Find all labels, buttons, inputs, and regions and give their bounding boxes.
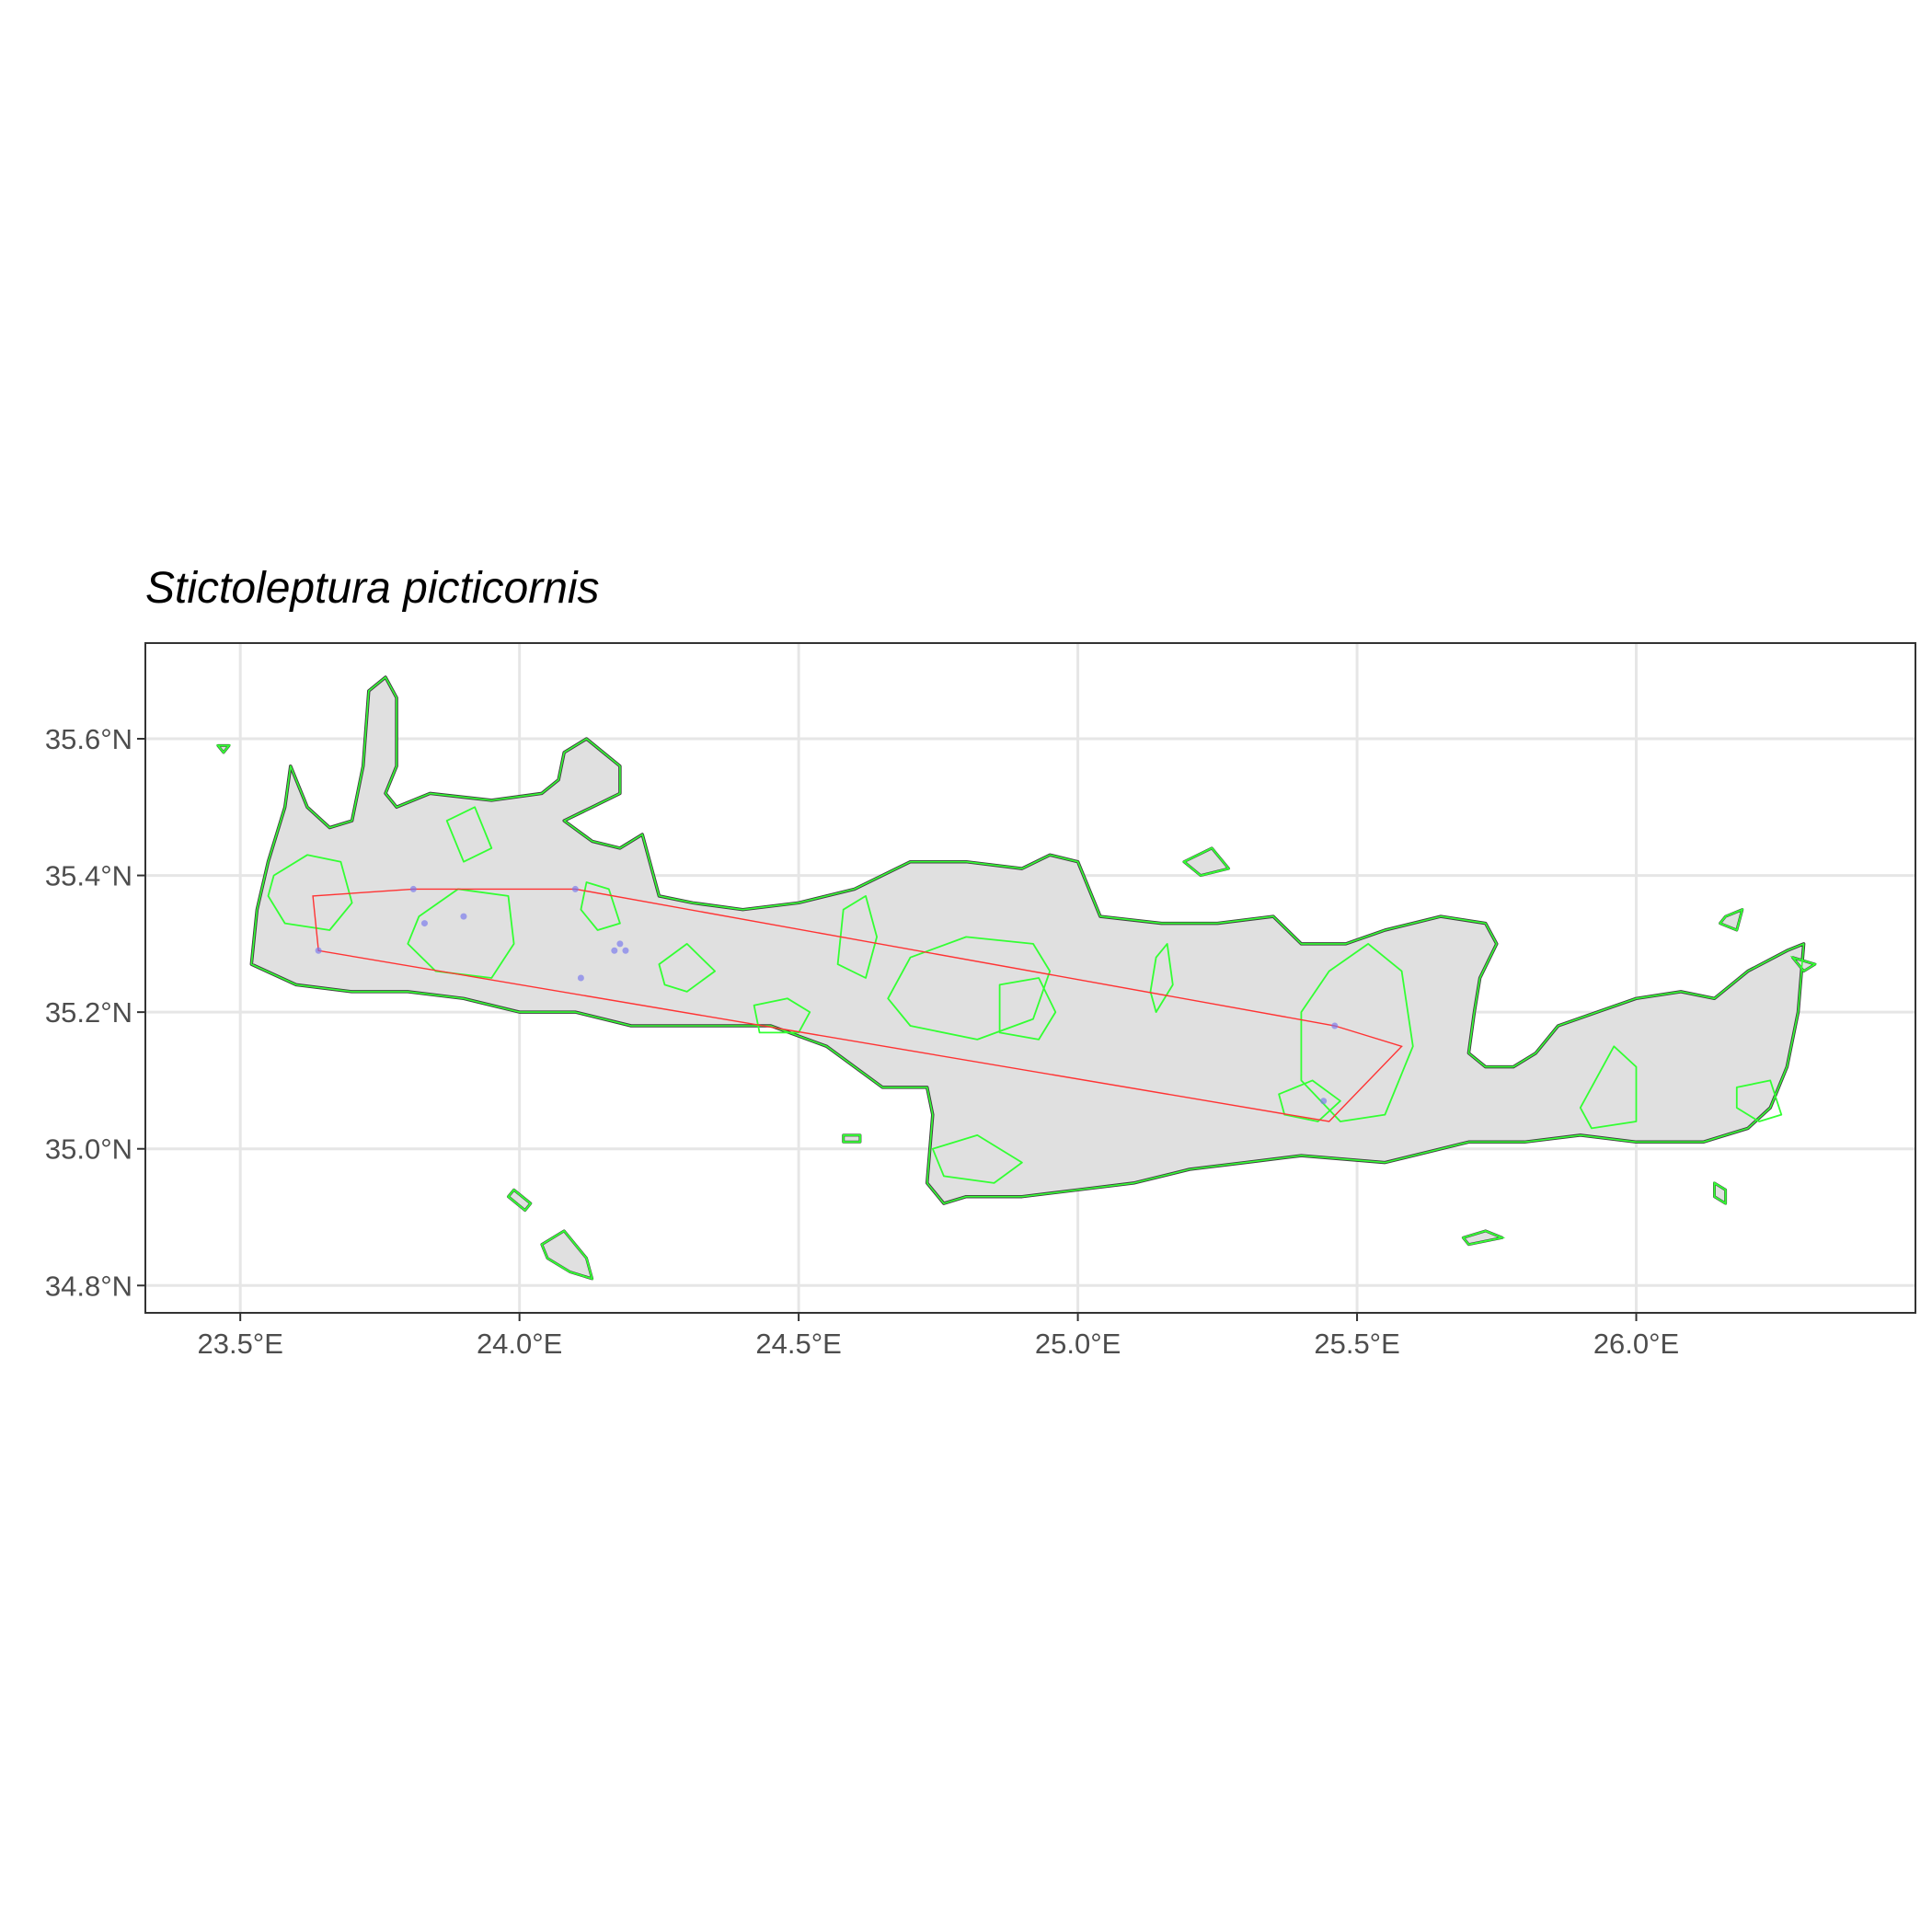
protected-area bbox=[1735, 1079, 1783, 1122]
y-tick-label: 35.2°N bbox=[45, 996, 132, 1029]
islet-protected-outline bbox=[842, 1133, 861, 1144]
protected-area bbox=[580, 881, 621, 931]
islet-protected-outline bbox=[1461, 1229, 1506, 1246]
occurrence-points-layer bbox=[315, 885, 1339, 1105]
axes: 23.5°E 24.0°E 24.5°E 25.0°E 25.5°E 26.0°E 34.8… bbox=[45, 723, 1679, 1360]
occurrence-point bbox=[420, 920, 428, 927]
x-tick-label: 23.5°E bbox=[197, 1328, 282, 1360]
occurrence-point bbox=[616, 940, 624, 948]
protected-area bbox=[407, 888, 515, 979]
crete-island bbox=[249, 675, 1806, 1205]
protected-area bbox=[836, 895, 878, 979]
y-tick-label: 35.0°N bbox=[45, 1133, 132, 1166]
occurrence-point bbox=[460, 913, 467, 920]
range-hull-layer bbox=[312, 888, 1403, 1122]
protected-area bbox=[931, 1134, 1023, 1184]
islet-protected-outline bbox=[1713, 1181, 1727, 1205]
protected-area bbox=[445, 806, 493, 863]
protected-area bbox=[887, 936, 1052, 1041]
protected-area bbox=[1149, 943, 1174, 1013]
y-tick-label: 34.8°N bbox=[45, 1270, 132, 1302]
occurrence-point bbox=[1320, 1098, 1328, 1105]
coastal-protected-area bbox=[250, 676, 1805, 1204]
occurrence-point bbox=[577, 974, 584, 982]
islet-protected-outline bbox=[1789, 955, 1818, 972]
islet bbox=[842, 1133, 862, 1144]
occurrence-point bbox=[409, 885, 417, 892]
protected-area bbox=[1579, 1045, 1638, 1130]
occurrence-point bbox=[611, 947, 618, 954]
protected-area bbox=[658, 943, 716, 993]
x-tick-label: 25.5°E bbox=[1314, 1328, 1399, 1360]
protected-area bbox=[267, 854, 353, 931]
occurrence-point bbox=[315, 947, 322, 954]
x-tick-label: 26.0°E bbox=[1593, 1328, 1679, 1360]
x-tick-label: 24.5°E bbox=[755, 1328, 841, 1360]
islet-protected-outline bbox=[507, 1188, 533, 1213]
protected-areas-layer bbox=[250, 676, 1805, 1204]
range-hull bbox=[312, 888, 1403, 1122]
map-title: Stictoleptura picticornis bbox=[145, 564, 600, 613]
x-tick-label: 24.0°E bbox=[477, 1328, 562, 1360]
occurrence-point bbox=[1331, 1022, 1339, 1029]
protected-area bbox=[1300, 943, 1414, 1122]
panel-border bbox=[144, 642, 1916, 1314]
protected-area bbox=[753, 997, 811, 1034]
occurrence-point bbox=[622, 947, 629, 954]
islet-protected-outline bbox=[540, 1229, 594, 1281]
occurrence-point bbox=[571, 885, 579, 892]
y-tick-label: 35.4°N bbox=[45, 860, 132, 892]
y-tick-label: 35.6°N bbox=[45, 723, 132, 755]
land-layer bbox=[215, 675, 1818, 1281]
islet-protected-outline bbox=[1718, 908, 1744, 932]
protected-area bbox=[998, 977, 1057, 1041]
islet-protected-outline bbox=[215, 744, 232, 754]
islet-protected-outline bbox=[1182, 846, 1231, 877]
protected-area bbox=[1278, 1079, 1341, 1122]
x-tick-label: 25.0°E bbox=[1035, 1328, 1121, 1360]
